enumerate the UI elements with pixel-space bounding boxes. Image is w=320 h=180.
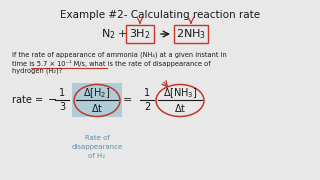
FancyBboxPatch shape — [72, 83, 122, 117]
Text: $\Delta$[NH$_3$]: $\Delta$[NH$_3$] — [163, 86, 197, 100]
Text: 2NH$_3$: 2NH$_3$ — [176, 27, 206, 41]
Text: 1: 1 — [59, 88, 65, 98]
Text: rate =: rate = — [12, 95, 43, 105]
Text: time is 5.7 × 10⁻¹ M/s, what is the rate of disappearance of: time is 5.7 × 10⁻¹ M/s, what is the rate… — [12, 60, 211, 67]
Text: =: = — [123, 95, 133, 105]
Text: If the rate of appearance of ammonia (NH₄) at a given instant in: If the rate of appearance of ammonia (NH… — [12, 52, 227, 58]
Text: +: + — [117, 29, 127, 39]
Text: N$_2$: N$_2$ — [101, 27, 115, 41]
Text: $\Delta$t: $\Delta$t — [91, 102, 103, 114]
Text: hydrogen (H₂)?: hydrogen (H₂)? — [12, 68, 62, 75]
Text: 1: 1 — [144, 88, 150, 98]
Text: $\Delta$[H$_2$]: $\Delta$[H$_2$] — [83, 86, 111, 100]
Text: −: − — [48, 95, 57, 105]
Text: Example #2- Calculating reaction rate: Example #2- Calculating reaction rate — [60, 10, 260, 20]
Text: 2: 2 — [144, 102, 150, 112]
Text: 3: 3 — [59, 102, 65, 112]
Text: Rate of
disappearance
of H₂: Rate of disappearance of H₂ — [71, 135, 123, 159]
Text: $\Delta$t: $\Delta$t — [174, 102, 186, 114]
Text: 3H$_2$: 3H$_2$ — [129, 27, 151, 41]
